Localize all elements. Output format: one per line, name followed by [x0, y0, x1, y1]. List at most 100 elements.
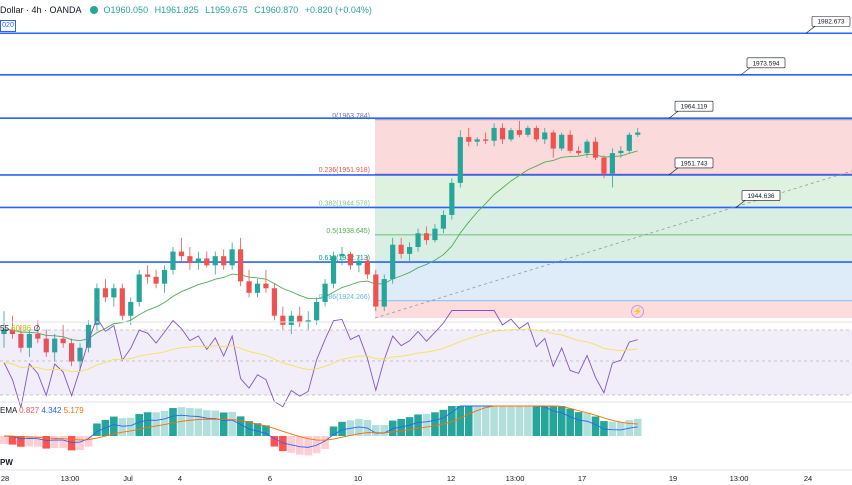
candle[interactable]	[221, 256, 227, 266]
candle[interactable]	[195, 258, 201, 264]
candle[interactable]	[297, 315, 303, 323]
candle[interactable]	[60, 338, 66, 344]
candle[interactable]	[1, 329, 7, 335]
candle[interactable]	[238, 249, 244, 282]
candle[interactable]	[263, 283, 269, 289]
candle[interactable]	[305, 320, 311, 323]
candle[interactable]	[339, 253, 345, 257]
candle[interactable]	[69, 343, 75, 362]
candle[interactable]	[102, 288, 108, 298]
candle[interactable]	[35, 334, 41, 339]
candle[interactable]	[364, 260, 370, 275]
candle[interactable]	[525, 127, 531, 135]
price-callout-box[interactable]	[746, 57, 786, 69]
candle[interactable]	[584, 141, 590, 154]
time-axis-label: 13:00	[61, 474, 80, 483]
candle[interactable]	[373, 274, 379, 307]
candle[interactable]	[288, 315, 294, 325]
candle[interactable]	[314, 301, 320, 321]
candle[interactable]	[111, 288, 117, 298]
price-callout-label: 1964.119	[681, 104, 708, 111]
candle[interactable]	[204, 258, 210, 266]
rsi-extra-value: ∅	[33, 324, 41, 333]
price-callout-box[interactable]	[741, 190, 781, 201]
candle[interactable]	[508, 130, 514, 140]
price-callout-box[interactable]	[674, 100, 714, 112]
candle[interactable]	[9, 329, 16, 335]
rsi-legend[interactable]: 55 60.86 ∅	[0, 324, 40, 333]
macd-histogram-bar	[566, 408, 574, 436]
candle[interactable]	[145, 274, 151, 277]
candle[interactable]	[516, 130, 523, 135]
candle[interactable]	[246, 281, 252, 293]
candle[interactable]	[415, 233, 421, 248]
macd-histogram-bar	[338, 421, 346, 436]
candle[interactable]	[635, 132, 641, 135]
candle[interactable]	[457, 137, 463, 183]
candle[interactable]	[609, 153, 615, 174]
candle[interactable]	[592, 141, 599, 158]
candle[interactable]	[18, 334, 24, 348]
lightning-icon[interactable]: ⚡	[631, 305, 644, 318]
candle[interactable]	[77, 347, 83, 362]
candle[interactable]	[330, 256, 337, 284]
candle[interactable]	[466, 137, 472, 142]
candle[interactable]	[390, 244, 396, 280]
candle[interactable]	[423, 233, 430, 241]
candle[interactable]	[322, 283, 328, 302]
candle[interactable]	[533, 127, 539, 140]
candle[interactable]	[229, 249, 235, 266]
rsi-ma-value: 60.86	[11, 324, 32, 333]
candle[interactable]	[542, 132, 548, 140]
macd-histogram-bar	[448, 406, 456, 436]
candle[interactable]	[254, 283, 261, 293]
candle[interactable]	[136, 274, 142, 302]
candle[interactable]	[550, 132, 556, 149]
candle[interactable]	[52, 338, 58, 353]
candle[interactable]	[601, 157, 607, 174]
macd-histogram-bar	[397, 418, 405, 436]
candle[interactable]	[432, 228, 438, 241]
macd-histogram-bar	[160, 410, 169, 436]
candle[interactable]	[212, 256, 218, 266]
candle[interactable]	[381, 279, 387, 307]
candle[interactable]	[128, 301, 134, 316]
candle[interactable]	[407, 247, 413, 254]
candle[interactable]	[449, 182, 455, 215]
candle[interactable]	[119, 288, 125, 316]
candle[interactable]	[626, 134, 632, 151]
macd-histogram-bar	[473, 406, 481, 436]
candle[interactable]	[153, 276, 159, 284]
candle[interactable]	[280, 315, 286, 325]
candle[interactable]	[161, 269, 168, 284]
candle[interactable]	[187, 256, 193, 264]
candle[interactable]	[356, 260, 362, 266]
macd-histogram-bar	[304, 436, 312, 456]
candle[interactable]	[440, 214, 446, 229]
high-value: H1961.825	[154, 5, 199, 15]
symbol-title[interactable]: Dollar · 4h · OANDA	[0, 5, 82, 15]
candle[interactable]	[474, 139, 480, 142]
candle[interactable]	[559, 134, 565, 149]
candle[interactable]	[178, 251, 185, 257]
macd-histogram-bar	[515, 406, 524, 436]
candle[interactable]	[85, 324, 92, 348]
candle[interactable]	[483, 139, 489, 141]
candle[interactable]	[618, 150, 624, 154]
candle[interactable]	[347, 253, 354, 266]
candle[interactable]	[170, 251, 176, 270]
candle[interactable]	[94, 288, 100, 325]
price-callout-box[interactable]	[811, 15, 851, 27]
candle[interactable]	[271, 288, 277, 316]
candle[interactable]	[398, 244, 404, 254]
candle[interactable]	[576, 150, 582, 154]
candle[interactable]	[43, 338, 49, 353]
price-callout-box[interactable]	[674, 157, 714, 169]
candle[interactable]	[491, 127, 497, 141]
candle[interactable]	[26, 334, 32, 348]
candle[interactable]	[499, 127, 506, 140]
macd-legend[interactable]: EMA 0.827 4.342 5.179	[0, 406, 84, 415]
macd-histogram-bar	[93, 423, 101, 436]
candle[interactable]	[567, 134, 573, 151]
